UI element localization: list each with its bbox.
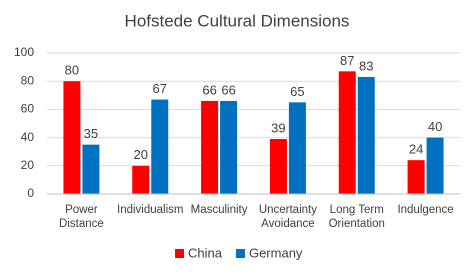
data-label: 65 xyxy=(290,84,304,99)
x-tick-label: Indulgence xyxy=(397,204,454,216)
data-label: 66 xyxy=(221,82,235,97)
bar xyxy=(426,137,444,194)
bar xyxy=(220,100,238,194)
x-tick-label: Masculinity xyxy=(190,204,248,216)
bar xyxy=(63,81,81,194)
legend-swatch xyxy=(235,249,245,258)
legend-swatch xyxy=(175,249,184,258)
y-tick-label: 100 xyxy=(14,45,34,59)
data-label: 35 xyxy=(84,126,98,141)
y-tick-label: 20 xyxy=(21,158,35,172)
y-tick-label: 40 xyxy=(21,130,35,144)
data-label: 39 xyxy=(271,120,285,135)
chart-title: Hofstede Cultural Dimensions xyxy=(125,11,350,30)
bar xyxy=(338,71,356,194)
data-label: 24 xyxy=(409,142,423,157)
y-tick-label: 60 xyxy=(21,102,35,116)
bar xyxy=(151,99,169,194)
legend-label: Germany xyxy=(249,245,303,260)
data-label: 67 xyxy=(153,81,167,96)
bar xyxy=(269,139,287,194)
data-label: 40 xyxy=(428,119,442,134)
y-tick-label: 0 xyxy=(27,186,34,200)
bar xyxy=(201,100,219,194)
x-tick-label: Long Term Orientation xyxy=(328,204,385,230)
bar xyxy=(82,144,100,194)
bar xyxy=(357,76,375,194)
data-label: 87 xyxy=(340,53,354,68)
x-tick-label: Power Distance xyxy=(59,204,104,230)
legend-label: China xyxy=(188,245,223,260)
bar xyxy=(132,165,150,194)
data-label: 66 xyxy=(202,82,216,97)
data-label: 20 xyxy=(134,147,148,162)
bar xyxy=(407,160,425,194)
x-tick-label: Uncertainty Avoidance xyxy=(258,204,317,230)
x-tick-label: Individualism xyxy=(117,204,184,216)
bar xyxy=(288,102,306,194)
data-label: 80 xyxy=(65,63,79,78)
y-tick-label: 80 xyxy=(21,73,35,87)
data-label: 83 xyxy=(359,58,373,73)
